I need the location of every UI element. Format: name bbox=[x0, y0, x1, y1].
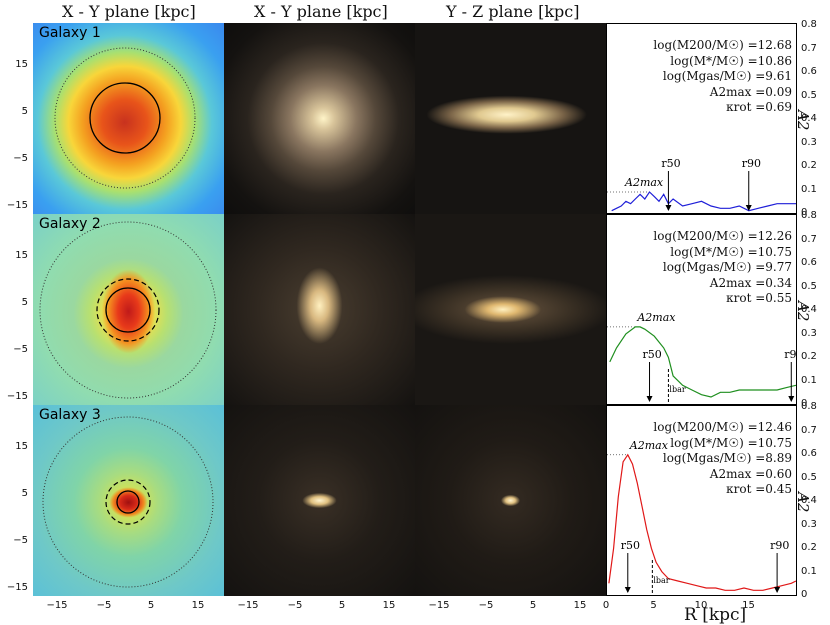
galaxy3-density-map: Galaxy 3 bbox=[33, 405, 224, 596]
map-ytick: −5 bbox=[4, 344, 28, 355]
galaxy3-yz-image bbox=[415, 405, 606, 596]
galaxy1-yz-image bbox=[415, 23, 606, 214]
r90-label: r90 bbox=[770, 539, 789, 552]
galaxy1-label: Galaxy 1 bbox=[39, 25, 101, 41]
a2-ytick: 0.6 bbox=[801, 257, 817, 268]
profile-xtick: 5 bbox=[639, 600, 669, 611]
a2-ytick: 0.7 bbox=[801, 43, 817, 54]
r90-arrowhead bbox=[788, 396, 794, 402]
r50-arrowhead bbox=[647, 396, 653, 402]
a2-ytick: 0.5 bbox=[801, 281, 817, 292]
r50-arrowhead bbox=[665, 205, 671, 211]
map-ytick: −15 bbox=[4, 582, 28, 593]
lbar-label: lbar bbox=[669, 385, 685, 394]
a2-axis-label-row3: A2 bbox=[794, 492, 812, 512]
a2-profile-line bbox=[610, 327, 796, 397]
map-ytick: −15 bbox=[4, 200, 28, 211]
a2-profile-line bbox=[612, 192, 796, 211]
map-xtick: −15 bbox=[424, 600, 454, 611]
galaxy2-yz-image bbox=[415, 214, 606, 405]
galaxy2-xy-image bbox=[224, 214, 415, 405]
r50-label: r50 bbox=[643, 348, 662, 361]
map-xtick: 5 bbox=[518, 600, 548, 611]
a2-ytick: 0.8 bbox=[801, 210, 817, 221]
r90-arrowhead bbox=[774, 587, 780, 593]
map-xtick: −5 bbox=[89, 600, 119, 611]
x-axis-label: R [kpc] bbox=[684, 605, 746, 625]
a2-ytick: 0.2 bbox=[801, 351, 817, 362]
map-ytick: 5 bbox=[4, 488, 28, 499]
galaxy3-xy-image bbox=[224, 405, 415, 596]
a2-axis-label-row2: A2 bbox=[794, 301, 812, 321]
column-title-xy-image: X - Y plane [kpc] bbox=[254, 2, 388, 21]
a2-ytick: 0.2 bbox=[801, 542, 817, 553]
a2max-label: A2max bbox=[624, 176, 664, 189]
r50-arrowhead bbox=[625, 587, 631, 593]
a2max-label: A2max bbox=[636, 311, 676, 324]
a2-ytick: 0.1 bbox=[801, 375, 817, 386]
r90-label: r90 bbox=[742, 157, 761, 170]
a2-ytick: 0.1 bbox=[801, 184, 817, 195]
profile-xtick: 0 bbox=[591, 600, 621, 611]
galaxy1-density-map: Galaxy 1 bbox=[33, 23, 224, 214]
map-xtick: 5 bbox=[136, 600, 166, 611]
a2-ytick: 0.1 bbox=[801, 566, 817, 577]
a2-axis-label-row1: A2 bbox=[794, 110, 812, 130]
map-xtick: −15 bbox=[233, 600, 263, 611]
a2-ytick: 0.5 bbox=[801, 90, 817, 101]
map-ytick: 15 bbox=[4, 59, 28, 70]
a2-ytick: 0.3 bbox=[801, 328, 817, 339]
r50-label: r50 bbox=[621, 539, 640, 552]
map-xtick: 5 bbox=[327, 600, 357, 611]
a2-ytick: 0.3 bbox=[801, 519, 817, 530]
map-ytick: 15 bbox=[4, 250, 28, 261]
galaxy2-a2-profile: A2max r50 r90 lbar log(M200/M☉) =12.26log(M… bbox=[606, 214, 797, 405]
a2-ytick: 0.8 bbox=[801, 401, 817, 412]
column-title-yz-image: Y - Z plane [kpc] bbox=[446, 2, 579, 21]
map-xtick: −5 bbox=[471, 600, 501, 611]
column-title-xy-density: X - Y plane [kpc] bbox=[62, 2, 196, 21]
a2-ytick: 0.2 bbox=[801, 160, 817, 171]
map-xtick: −15 bbox=[42, 600, 72, 611]
map-ytick: 5 bbox=[4, 106, 28, 117]
map-ytick: −5 bbox=[4, 535, 28, 546]
a2-ytick: 0.5 bbox=[801, 472, 817, 483]
a2-ytick: 0.7 bbox=[801, 234, 817, 245]
galaxy2-label: Galaxy 2 bbox=[39, 216, 101, 232]
a2-ytick: 0.6 bbox=[801, 448, 817, 459]
a2-ytick: 0.3 bbox=[801, 137, 817, 148]
map-xtick: −5 bbox=[280, 600, 310, 611]
galaxy1-xy-image bbox=[224, 23, 415, 214]
map-xtick: 15 bbox=[183, 600, 213, 611]
map-xtick: 15 bbox=[374, 600, 404, 611]
map-ytick: 5 bbox=[4, 297, 28, 308]
a2-ytick: 0 bbox=[801, 589, 807, 600]
a2-ytick: 0.6 bbox=[801, 66, 817, 77]
map-ytick: −15 bbox=[4, 391, 28, 402]
map-ytick: −5 bbox=[4, 153, 28, 164]
lbar-label: lbar bbox=[653, 576, 669, 585]
a2-ytick: 0.8 bbox=[801, 19, 817, 30]
a2-ytick: 0.7 bbox=[801, 425, 817, 436]
map-ytick: 15 bbox=[4, 441, 28, 452]
galaxy3-label: Galaxy 3 bbox=[39, 407, 101, 423]
r50-label: r50 bbox=[661, 157, 680, 170]
galaxy2-density-map: Galaxy 2 bbox=[33, 214, 224, 405]
r90-label: r90 bbox=[784, 348, 796, 361]
